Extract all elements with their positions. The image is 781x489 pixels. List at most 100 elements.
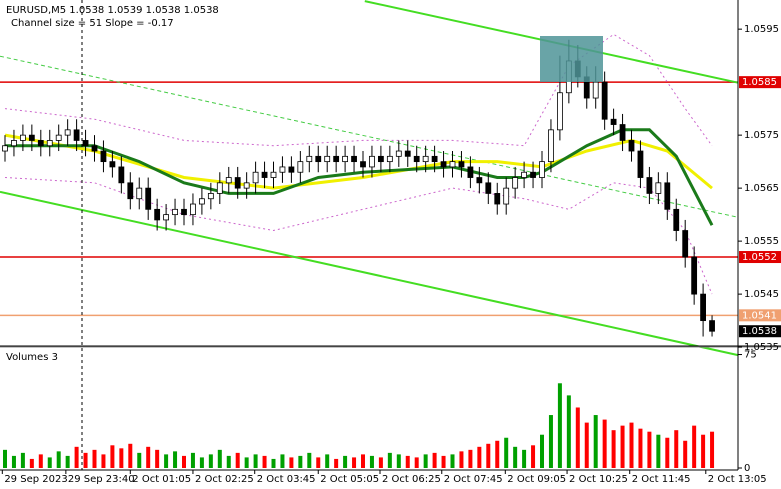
candle-body	[136, 187, 143, 200]
candle-body	[333, 155, 340, 163]
volume-bar	[235, 452, 240, 468]
volume-bar	[3, 449, 7, 468]
candle-body	[118, 166, 125, 184]
volume-bar	[387, 452, 392, 468]
candle-body	[297, 161, 304, 173]
volume-bar	[74, 446, 79, 468]
volume-bar	[495, 440, 500, 468]
volume-bar	[692, 425, 697, 468]
volume-bar	[352, 457, 357, 468]
candle-body	[46, 140, 53, 147]
x-tick-label: 2 Oct 07:45	[444, 474, 503, 485]
volume-bar	[325, 454, 330, 468]
x-tick-label: 2 Oct 13:05	[708, 474, 767, 485]
volume-bar	[522, 449, 527, 468]
volume-bar	[182, 455, 186, 468]
volume-bar	[253, 454, 258, 468]
candle-body	[64, 129, 71, 136]
volume-bar	[378, 457, 383, 468]
axes: 1.05951.05751.05651.05551.05451.05357502…	[1, 24, 781, 485]
candle-body	[172, 208, 178, 216]
candle-body	[190, 203, 196, 216]
x-tick-label: 2 Oct 05:05	[320, 474, 379, 485]
candle-body	[261, 171, 268, 178]
candle-body	[145, 187, 152, 210]
level-label-bg	[739, 251, 781, 264]
candle-body	[324, 155, 331, 163]
volume-tick-label: 0	[744, 463, 750, 474]
candle-body	[557, 92, 563, 131]
candle-body	[369, 155, 375, 168]
candle-body	[163, 214, 170, 221]
volume-bar	[432, 452, 437, 468]
candle-body	[422, 155, 429, 163]
candle-body	[279, 166, 286, 173]
candle-body	[252, 171, 259, 184]
highlight-box	[540, 36, 603, 82]
volume-bar	[414, 457, 419, 468]
volume-bar	[298, 455, 303, 468]
candle-body	[628, 140, 635, 152]
candle-body	[539, 161, 545, 178]
x-tick-label: 2 Oct 02:25	[195, 474, 254, 485]
volume-bar	[540, 434, 544, 468]
candle-body	[512, 177, 519, 189]
candle-body	[637, 150, 644, 178]
candle-body	[709, 320, 715, 332]
volume-bar	[423, 454, 428, 468]
chart-title: EURUSD,M5 1.0538 1.0539 1.0538 1.0538	[6, 5, 219, 16]
candle-body	[306, 155, 313, 163]
candle-body	[270, 171, 277, 178]
candle-body	[619, 124, 626, 141]
candle-body	[37, 140, 44, 147]
volume-bar	[20, 452, 25, 468]
volume-bar	[173, 451, 178, 468]
level-label: 1.0552	[742, 252, 777, 263]
volume-bar	[164, 454, 169, 468]
volume-bar	[137, 452, 142, 468]
volume-bar	[38, 454, 43, 468]
candle-body	[449, 161, 456, 168]
candle-body	[234, 177, 241, 189]
volume-bar	[83, 452, 88, 468]
volume-bar	[65, 455, 70, 468]
volume-bar	[477, 446, 482, 468]
volume-bar	[226, 455, 231, 468]
candle-body	[548, 129, 554, 163]
volume-bar	[271, 458, 276, 468]
volume-bar	[110, 445, 115, 468]
volume-bar	[611, 430, 616, 468]
candle-body	[440, 161, 447, 168]
volume-bar	[369, 455, 374, 468]
candle-body	[494, 193, 501, 205]
volume-bar	[396, 454, 401, 468]
candle-body	[521, 171, 527, 178]
volume-bar	[548, 415, 553, 468]
level-label-bg	[739, 309, 781, 322]
candle-body	[181, 208, 187, 216]
candle-body	[377, 155, 384, 163]
volume-bar	[647, 431, 652, 468]
volume-bar	[244, 457, 249, 468]
candle-body	[404, 150, 411, 157]
candle-body	[342, 155, 349, 163]
y-tick-label: 1.0545	[744, 289, 779, 300]
volume-bar	[701, 434, 706, 468]
volume-bar	[665, 437, 670, 468]
volume-bar	[343, 455, 348, 468]
x-tick-label: 2 Oct 09:05	[507, 474, 566, 485]
candle-body	[458, 161, 465, 168]
candle-body	[73, 129, 80, 141]
volume-bar	[710, 431, 715, 468]
volume-bar	[638, 428, 643, 468]
volume-bar	[29, 458, 34, 468]
candle-body	[530, 171, 536, 178]
candle-body	[28, 134, 35, 141]
volume-bar	[155, 449, 160, 468]
x-tick-label: 2 Oct 10:25	[569, 474, 628, 485]
volume-bar	[146, 446, 151, 468]
x-tick-label: 2 Oct 06:25	[382, 474, 441, 485]
level-label-bg	[739, 325, 781, 338]
candle-body	[127, 182, 134, 200]
